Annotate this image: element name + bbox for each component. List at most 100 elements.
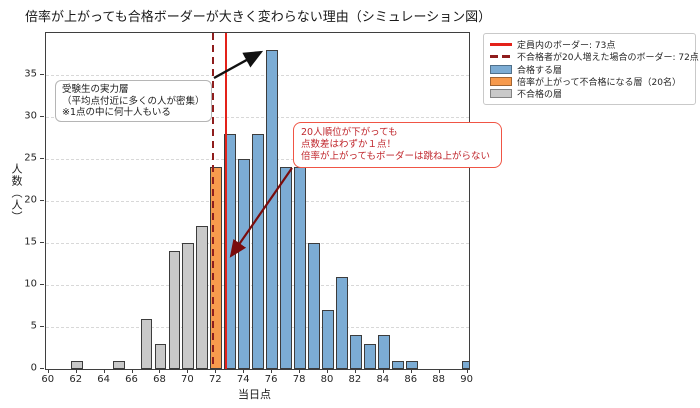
histogram-bar xyxy=(461,360,469,369)
x-tick-mark xyxy=(299,369,301,373)
ability-annotation-line: 受験生の実力層 xyxy=(62,84,129,95)
legend-item: 倍率が上がって不合格になる層（20名） xyxy=(490,76,689,88)
x-tick-mark xyxy=(215,369,217,373)
legend-item: 定員内のボーダー: 73点 xyxy=(490,39,689,51)
legend-patch-swatch xyxy=(490,89,512,98)
x-tick-label: 78 xyxy=(292,374,306,385)
x-axis-label: 当日点 xyxy=(238,388,271,401)
x-tick-mark xyxy=(187,369,189,373)
x-tick-label: 76 xyxy=(264,374,278,385)
legend-item-label: 不合格者が20人増えた場合のボーダー: 72点 xyxy=(517,53,699,64)
x-tick-mark xyxy=(438,369,440,373)
y-tick-mark xyxy=(40,326,44,327)
histogram-bar xyxy=(112,360,125,369)
y-tick-mark xyxy=(40,116,44,117)
x-tick-label: 86 xyxy=(404,374,418,385)
chart-title: 倍率が上がっても合格ボーダーが大きく変わらない理由（シミュレーション図） xyxy=(25,10,492,25)
x-tick-label: 82 xyxy=(348,374,362,385)
legend-line-swatch xyxy=(490,55,512,59)
y-tick-label: 30 xyxy=(24,110,37,122)
x-tick-mark xyxy=(243,369,245,373)
x-tick-label: 62 xyxy=(69,374,83,385)
border-line-solid xyxy=(224,33,227,369)
x-tick-mark xyxy=(103,369,105,373)
legend-item: 不合格の層 xyxy=(490,88,689,100)
histogram-bar xyxy=(196,226,209,369)
histogram-bar xyxy=(294,167,306,369)
x-tick-label: 88 xyxy=(432,374,446,385)
gridline xyxy=(46,117,469,118)
x-tick-mark xyxy=(410,369,412,373)
legend: 定員内のボーダー: 73点不合格者が20人増えた場合のボーダー: 72点 合格する… xyxy=(483,33,699,105)
y-tick-mark xyxy=(40,158,44,159)
histogram-bar xyxy=(391,360,404,369)
legend-patch-swatch xyxy=(490,64,512,74)
border-line-dashed xyxy=(211,33,215,369)
y-axis-label: 人数（人） xyxy=(10,163,23,223)
histogram-bar xyxy=(252,133,265,369)
histogram-bar xyxy=(182,243,195,369)
x-tick-mark xyxy=(47,369,49,373)
histogram-bar xyxy=(238,159,251,369)
ability-annotation-line: （平均点付近に多くの人が密集） xyxy=(62,95,205,107)
legend-line-swatch xyxy=(490,43,512,46)
border-note-line: 20人順位が下がっても xyxy=(301,127,398,138)
x-tick-label: 90 xyxy=(460,374,473,385)
y-tick-label: 0 xyxy=(30,362,37,374)
histogram-bar xyxy=(336,276,348,369)
x-tick-mark xyxy=(354,369,356,373)
x-tick-mark xyxy=(75,369,77,373)
legend-item-label: 定員内のボーダー: 73点 xyxy=(517,41,616,51)
border-note-annotation-box: 20人順位が下がっても 点数差はわずか１点！ 倍率が上がってもボーダーは跳ね上が… xyxy=(293,122,502,168)
histogram-bar xyxy=(377,335,390,369)
legend-item: 合格する層 xyxy=(490,64,689,76)
histogram-bar xyxy=(70,360,83,369)
histogram-bar xyxy=(210,167,223,369)
x-tick-label: 64 xyxy=(97,374,110,385)
legend-item-label: 倍率が上がって不合格になる層（20名） xyxy=(517,77,682,88)
legend-item-label: 合格する層 xyxy=(517,65,563,76)
x-tick-label: 60 xyxy=(41,374,55,385)
histogram-bar xyxy=(405,360,418,369)
x-tick-label: 68 xyxy=(153,374,166,385)
x-tick-mark xyxy=(131,369,133,373)
histogram-bar xyxy=(363,343,376,369)
y-tick-mark xyxy=(40,284,44,285)
y-tick-label: 10 xyxy=(24,278,37,290)
y-tick-label: 35 xyxy=(24,68,37,80)
x-tick-mark xyxy=(382,369,384,373)
histogram-bar xyxy=(280,167,293,369)
border-note-line: 倍率が上がってもボーダーは跳ね上がらない xyxy=(301,151,491,162)
x-tick-label: 70 xyxy=(181,374,194,385)
y-tick-mark xyxy=(40,242,44,243)
x-tick-label: 72 xyxy=(208,374,222,385)
x-tick-label: 80 xyxy=(320,374,334,385)
x-tick-mark xyxy=(466,369,468,373)
histogram-bar xyxy=(168,251,181,369)
histogram-bar xyxy=(154,343,167,369)
histogram-bar xyxy=(140,318,153,369)
gridline xyxy=(46,75,469,76)
legend-item-label: 不合格の層 xyxy=(517,90,563,100)
legend-item: 不合格者が20人増えた場合のボーダー: 72点 xyxy=(490,51,699,63)
x-tick-mark xyxy=(271,369,273,373)
x-tick-mark xyxy=(159,369,161,373)
ability-annotation-line: ※1点の中に何十人もいる xyxy=(62,107,171,118)
x-tick-mark xyxy=(327,369,328,373)
histogram-bar xyxy=(349,335,362,369)
ability-annotation-box: 受験生の実力層 （平均点付近に多くの人が密集） ※1点の中に何十人もいる xyxy=(55,80,212,122)
y-tick-mark xyxy=(40,200,44,201)
y-tick-label: 25 xyxy=(24,152,37,164)
histogram-bar xyxy=(308,243,320,369)
y-tick-mark xyxy=(40,74,44,75)
histogram-bar xyxy=(266,49,279,369)
border-note-line: 点数差はわずか１点！ xyxy=(301,139,397,150)
y-tick-mark xyxy=(40,368,44,369)
x-tick-label: 66 xyxy=(125,374,138,385)
y-tick-label: 20 xyxy=(24,194,37,206)
y-tick-label: 15 xyxy=(24,236,37,248)
histogram-bar xyxy=(322,310,334,369)
legend-patch-swatch xyxy=(490,76,512,86)
x-tick-label: 74 xyxy=(236,374,250,385)
